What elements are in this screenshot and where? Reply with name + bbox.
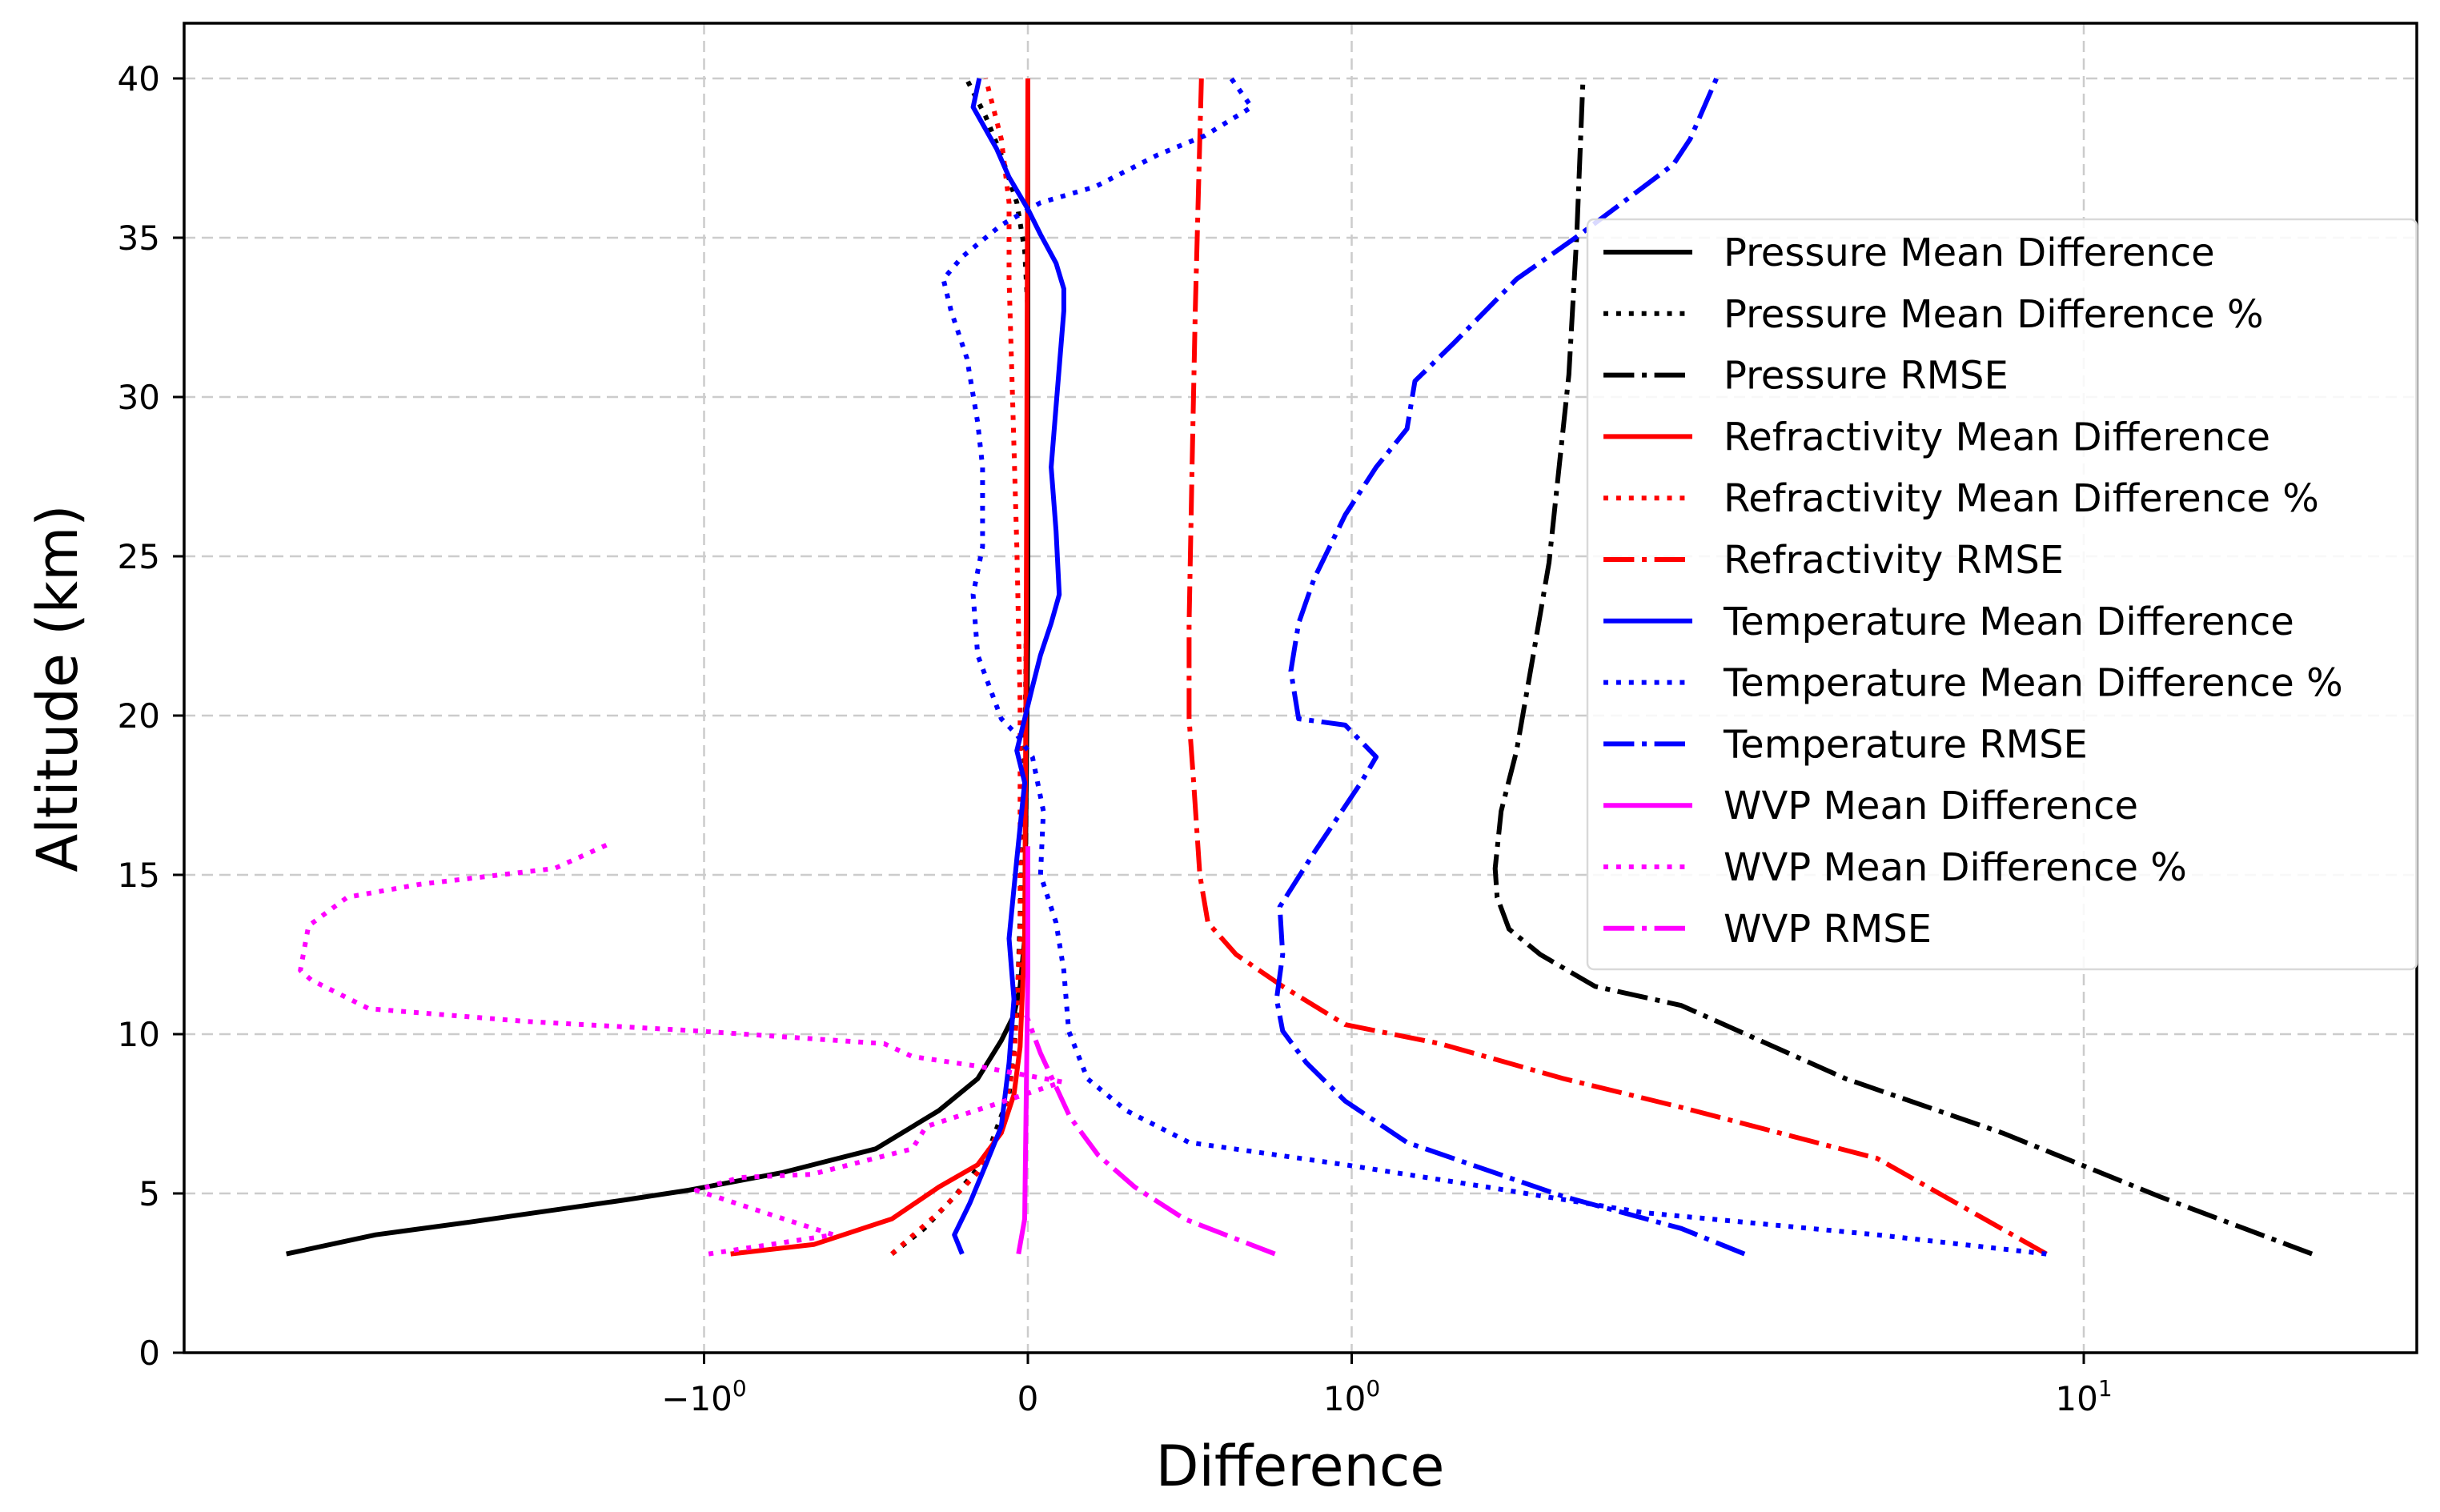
- series-line-refractivity-mean-difference-pct: [890, 78, 1023, 1256]
- x-tick-label: 0: [1017, 1379, 1039, 1418]
- legend: Pressure Mean Difference Pressure Mean Di…: [1586, 218, 2418, 971]
- x-tick-label: 100: [1323, 1375, 1380, 1418]
- y-tick-label: 10: [118, 1015, 160, 1054]
- y-tick-label: 40: [118, 59, 160, 98]
- legend-label-pressure-rmse: Pressure RMSE: [1724, 354, 2009, 399]
- legend-box: [1586, 218, 2418, 971]
- y-tick-label: 20: [118, 696, 160, 736]
- series-line-refractivity-rmse: [1186, 78, 2048, 1257]
- legend-label-temperature-mean-difference: Temperature Mean Difference: [1723, 600, 2294, 644]
- legend-label-wvp-mean-difference: WVP Mean Difference: [1724, 784, 2138, 828]
- y-tick-label: 15: [118, 856, 160, 895]
- y-tick-label: 0: [138, 1334, 160, 1373]
- series-line-temperature-mean-difference: [952, 78, 1066, 1255]
- legend-label-refractivity-mean-difference: Refractivity Mean Difference: [1724, 415, 2270, 459]
- series-line-wvp-rmse: [1024, 1014, 1276, 1257]
- legend-label-refractivity-mean-difference-pct: Refractivity Mean Difference %: [1724, 476, 2319, 521]
- y-tick-label: 35: [118, 219, 160, 258]
- series-line-pressure-rmse: [1492, 78, 2314, 1257]
- legend-label-wvp-rmse: WVP RMSE: [1724, 907, 1932, 952]
- legend-label-pressure-mean-difference-pct: Pressure Mean Difference %: [1724, 292, 2264, 337]
- series-line-wvp-mean-difference: [1016, 846, 1030, 1255]
- legend-label-refractivity-rmse: Refractivity RMSE: [1724, 538, 2064, 583]
- series-line-temperature-rmse: [1274, 77, 1746, 1257]
- legend-label-temperature-rmse: Temperature RMSE: [1723, 722, 2088, 767]
- axis-ticks: −100 0 100 101 0 5 10 15 20 25 30 35 40: [118, 59, 2113, 1418]
- y-tick-label: 5: [138, 1174, 160, 1213]
- x-tick-label: −100: [661, 1375, 746, 1418]
- y-axis-label: Altitude (km): [25, 504, 90, 872]
- legend-label-wvp-mean-difference-pct: WVP Mean Difference %: [1724, 845, 2187, 890]
- legend-label-temperature-mean-difference-pct: Temperature Mean Difference %: [1723, 661, 2343, 706]
- y-tick-label: 25: [118, 537, 160, 576]
- series-line-refractivity-mean-difference: [730, 78, 1030, 1257]
- legend-label-pressure-mean-difference: Pressure Mean Difference: [1724, 231, 2215, 275]
- y-tick-label: 30: [118, 378, 160, 417]
- series-lines: [286, 77, 2314, 1257]
- x-axis-label: Difference: [1156, 1434, 1445, 1499]
- series-line-pressure-mean-difference: [286, 78, 1030, 1257]
- x-tick-label: 101: [2055, 1375, 2112, 1418]
